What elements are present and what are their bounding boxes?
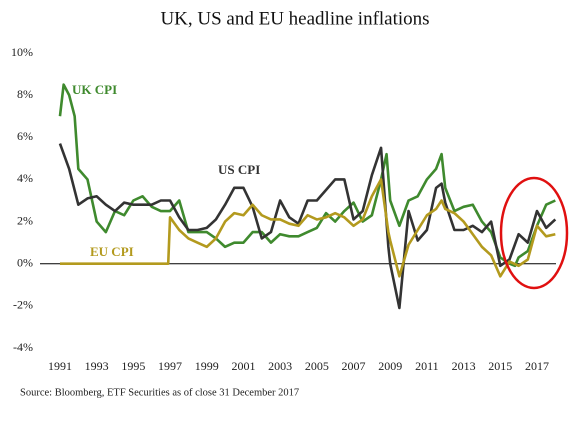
source-note: Source: Bloomberg, ETF Securities as of … — [20, 387, 299, 398]
x-tick-label: 1993 — [85, 359, 109, 373]
annotation: EU CPI — [90, 244, 134, 259]
y-tick-label: 4% — [17, 171, 33, 185]
x-tick-label: 2007 — [342, 359, 366, 373]
x-tick-label: 1997 — [158, 359, 182, 373]
chart-title: UK, US and EU headline inflations — [160, 8, 429, 29]
y-tick-label: 6% — [17, 129, 33, 143]
x-tick-label: 2015 — [488, 359, 512, 373]
x-tick-label: 2001 — [231, 359, 255, 373]
series-line — [58, 143, 557, 310]
series-line — [58, 83, 556, 268]
x-tick-label: 2005 — [305, 359, 329, 373]
y-tick-label: 2% — [17, 213, 33, 227]
x-tick-label: 2003 — [268, 359, 292, 373]
plot-area: -4% -2% 0% 2% 4% 6% 8% 10% 1991 1993 1995 1997 1999 2… — [11, 45, 557, 373]
y-tick-label: -2% — [13, 298, 33, 312]
y-tick-label: 8% — [17, 87, 33, 101]
annotation: US CPI — [218, 162, 260, 177]
highlight-circle — [499, 176, 569, 290]
x-tick-label: 1995 — [121, 359, 145, 373]
x-tick-label: 2013 — [452, 359, 476, 373]
y-tick-label: -4% — [13, 340, 33, 354]
x-tick-label: 1999 — [195, 359, 219, 373]
x-tick-label: 2017 — [525, 359, 549, 373]
series-line — [59, 178, 556, 278]
y-tick-label: 10% — [11, 45, 33, 59]
x-tick-label: 2011 — [415, 359, 439, 373]
x-tick-label: 1991 — [48, 359, 72, 373]
y-tick-label: 0% — [17, 255, 33, 269]
x-tick-label: 2009 — [378, 359, 402, 373]
annotation: UK CPI — [72, 82, 117, 97]
